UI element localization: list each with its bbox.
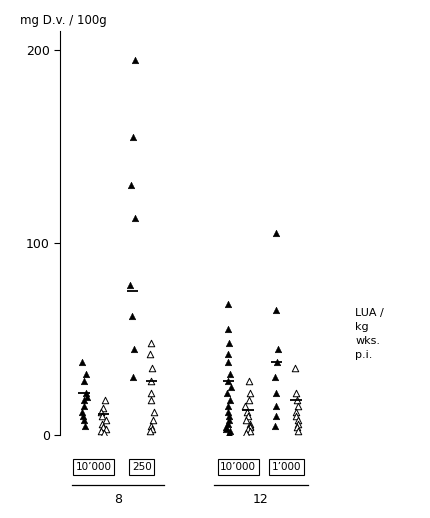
Point: [271, 421, 278, 429]
Point: [294, 402, 301, 410]
Point: [224, 350, 231, 358]
Point: [295, 420, 301, 428]
Point: [243, 415, 250, 424]
Point: [294, 396, 301, 405]
Point: [293, 423, 300, 431]
Point: [244, 425, 251, 434]
Text: 8: 8: [114, 493, 122, 506]
Point: [225, 358, 232, 366]
Point: [81, 402, 88, 410]
Point: [98, 420, 105, 428]
Point: [224, 402, 231, 410]
Point: [242, 402, 249, 410]
Point: [224, 325, 231, 334]
Point: [292, 412, 299, 420]
Point: [127, 181, 134, 189]
Point: [130, 373, 137, 382]
Point: [246, 396, 252, 405]
Point: [243, 408, 250, 416]
Point: [81, 415, 88, 424]
Point: [102, 415, 109, 424]
Point: [81, 396, 88, 405]
Text: 1’000: 1’000: [271, 462, 301, 472]
Point: [97, 427, 104, 436]
Point: [224, 420, 231, 428]
Text: LUA /
kg
wks.
p.i.: LUA / kg wks. p.i.: [355, 308, 384, 360]
Point: [272, 412, 279, 420]
Point: [272, 388, 279, 397]
Point: [247, 421, 254, 429]
Point: [273, 358, 280, 366]
Point: [222, 423, 229, 431]
Point: [78, 358, 85, 366]
Point: [129, 133, 136, 141]
Text: 250: 250: [132, 462, 152, 472]
Point: [223, 425, 230, 434]
Point: [242, 429, 249, 437]
Point: [83, 393, 90, 401]
Point: [292, 364, 299, 372]
Text: 10’000: 10’000: [76, 462, 112, 472]
Point: [130, 344, 137, 353]
Point: [148, 388, 155, 397]
Point: [275, 344, 282, 353]
Point: [247, 420, 254, 428]
Point: [246, 423, 253, 431]
Text: 10’000: 10’000: [220, 462, 256, 472]
Point: [247, 388, 254, 397]
Point: [226, 369, 233, 378]
Point: [224, 377, 231, 385]
Point: [147, 396, 154, 405]
Point: [227, 383, 234, 391]
Point: [294, 415, 301, 424]
Point: [225, 408, 232, 416]
Point: [82, 388, 89, 397]
Point: [272, 229, 279, 237]
Point: [100, 423, 107, 431]
Point: [294, 427, 301, 436]
Point: [150, 408, 157, 416]
Point: [99, 412, 106, 420]
Point: [272, 402, 279, 410]
Point: [226, 339, 233, 347]
Point: [226, 412, 233, 420]
Point: [148, 364, 155, 372]
Point: [223, 388, 230, 397]
Point: [131, 213, 138, 222]
Text: 12: 12: [253, 493, 269, 506]
Point: [147, 350, 154, 358]
Point: [99, 404, 106, 412]
Point: [150, 415, 157, 424]
Point: [225, 300, 232, 308]
Point: [147, 421, 154, 429]
Point: [149, 425, 156, 434]
Point: [225, 415, 232, 424]
Point: [273, 306, 280, 314]
Point: [148, 339, 155, 347]
Point: [227, 396, 233, 405]
Point: [132, 56, 138, 64]
Point: [83, 369, 89, 378]
Point: [127, 281, 134, 289]
Point: [245, 412, 252, 420]
Point: [129, 312, 136, 320]
Point: [78, 408, 85, 416]
Point: [147, 377, 154, 385]
Text: mg D.v. / 100g: mg D.v. / 100g: [21, 14, 107, 27]
Point: [292, 388, 299, 397]
Point: [226, 427, 233, 436]
Point: [101, 429, 108, 437]
Point: [292, 408, 299, 416]
Point: [271, 373, 278, 382]
Point: [246, 377, 252, 385]
Point: [98, 408, 104, 416]
Point: [102, 425, 109, 434]
Point: [82, 421, 89, 429]
Point: [147, 427, 154, 436]
Point: [80, 412, 86, 420]
Point: [80, 377, 87, 385]
Point: [225, 429, 232, 437]
Point: [102, 396, 109, 405]
Point: [246, 427, 253, 436]
